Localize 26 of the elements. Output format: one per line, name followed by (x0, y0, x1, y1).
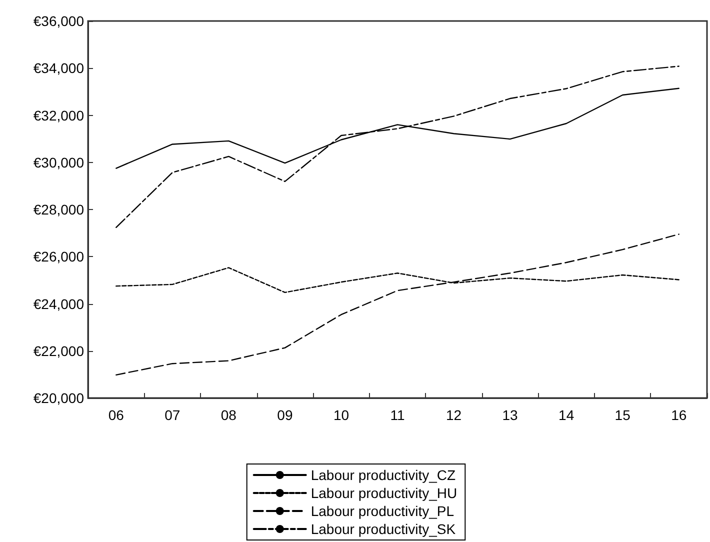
y-tick-label: €32,000 (33, 107, 84, 124)
x-tick-label: 11 (390, 407, 405, 423)
x-tick-label: 14 (558, 407, 574, 423)
x-tick-label: 08 (220, 407, 237, 423)
legend-label: Labour productivity_HU (310, 485, 458, 501)
x-tick-label: 13 (502, 407, 518, 423)
x-tick-label: 10 (333, 407, 350, 423)
y-tick-label: €20,000 (33, 390, 84, 406)
legend-label: Labour productivity_CZ (310, 467, 456, 483)
x-tick-label: 06 (108, 407, 124, 423)
y-tick-label: €28,000 (33, 202, 84, 218)
x-tick-label: 16 (671, 407, 687, 423)
x-tick-label: 15 (614, 407, 631, 423)
x-tick-label: 12 (446, 407, 462, 423)
x-tick-label: 09 (277, 407, 293, 423)
y-tick-label: €22,000 (33, 342, 84, 359)
y-tick-label: €30,000 (33, 154, 84, 170)
y-tick-label: €24,000 (33, 296, 84, 312)
y-tick-label: €26,000 (33, 248, 84, 265)
line-series (116, 234, 680, 376)
y-tick-label: €34,000 (33, 60, 84, 76)
legend-label: Labour productivity_SK (310, 521, 456, 537)
line-series (116, 66, 680, 228)
y-tick-label: €36,000 (33, 13, 84, 29)
legend-label: Labour productivity_PL (310, 503, 454, 519)
x-tick-label: 07 (164, 407, 180, 423)
